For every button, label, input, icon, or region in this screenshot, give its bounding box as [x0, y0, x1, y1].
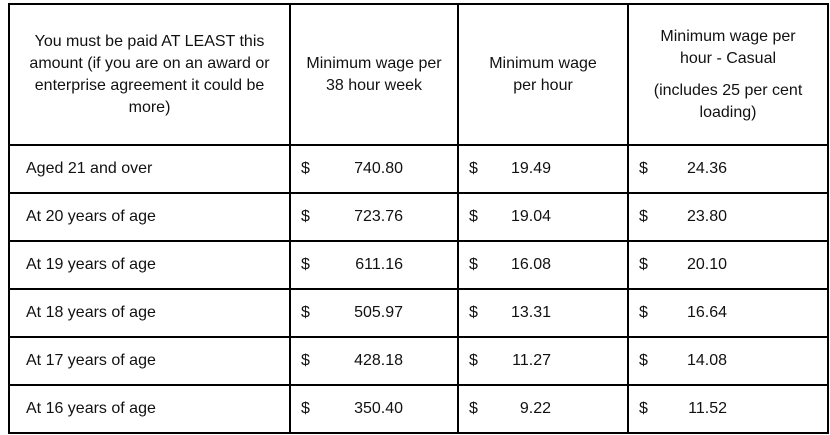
- weekly-wage-value: 428.18: [354, 352, 403, 369]
- weekly-wage-cell: $350.40: [289, 384, 459, 434]
- age-label: At 17 years of age: [8, 336, 291, 386]
- casual-wage-value: 23.80: [686, 208, 727, 225]
- table-row: At 19 years of age $611.16 $16.08 $20.10: [8, 240, 829, 290]
- age-label: Aged 21 and over: [8, 144, 291, 194]
- table-row: At 17 years of age $428.18 $11.27 $14.08: [8, 336, 829, 386]
- header-casual-title: Minimum wage per hour - Casual: [660, 27, 796, 67]
- currency-symbol: $: [469, 160, 478, 177]
- table-row: Aged 21 and over $740.80 $19.49 $24.36: [8, 144, 829, 194]
- hourly-wage-value: 9.22: [519, 400, 551, 417]
- currency-symbol: $: [639, 256, 648, 273]
- age-label: At 20 years of age: [8, 192, 291, 242]
- casual-wage-cell: $11.52: [627, 384, 829, 434]
- table-row: At 16 years of age $350.40 $9.22 $11.52: [8, 384, 829, 434]
- casual-wage-value: 24.36: [686, 160, 727, 177]
- weekly-wage-value: 505.97: [354, 304, 403, 321]
- casual-wage-cell: $24.36: [627, 144, 829, 194]
- casual-wage-cell: $23.80: [627, 192, 829, 242]
- currency-symbol: $: [469, 400, 478, 417]
- hourly-wage-cell: $19.49: [457, 144, 629, 194]
- hourly-wage-value: 13.31: [510, 304, 551, 321]
- currency-symbol: $: [301, 208, 310, 225]
- currency-symbol: $: [301, 400, 310, 417]
- weekly-wage-value: 740.80: [354, 160, 403, 177]
- hourly-wage-value: 16.08: [510, 256, 551, 273]
- hourly-wage-value: 19.04: [510, 208, 551, 225]
- header-hourly-text: Minimum wage per hour: [489, 54, 597, 94]
- currency-symbol: $: [301, 304, 310, 321]
- header-row: You must be paid AT LEAST this amount (i…: [8, 3, 829, 146]
- weekly-wage-cell: $723.76: [289, 192, 459, 242]
- header-eligibility: You must be paid AT LEAST this amount (i…: [8, 3, 291, 146]
- currency-symbol: $: [639, 160, 648, 177]
- hourly-wage-value: 11.27: [512, 352, 551, 369]
- header-weekly-text: Minimum wage per 38 hour week: [306, 54, 442, 94]
- weekly-wage-cell: $740.80: [289, 144, 459, 194]
- currency-symbol: $: [301, 352, 310, 369]
- casual-wage-value: 16.64: [686, 304, 727, 321]
- casual-wage-cell: $16.64: [627, 288, 829, 338]
- age-label: At 18 years of age: [8, 288, 291, 338]
- currency-symbol: $: [469, 304, 478, 321]
- header-eligibility-text: You must be paid AT LEAST this amount (i…: [29, 32, 270, 116]
- currency-symbol: $: [639, 400, 648, 417]
- currency-symbol: $: [301, 160, 310, 177]
- casual-wage-cell: $20.10: [627, 240, 829, 290]
- hourly-wage-cell: $13.31: [457, 288, 629, 338]
- header-hourly: Minimum wage per hour: [457, 3, 629, 146]
- currency-symbol: $: [639, 304, 648, 321]
- weekly-wage-cell: $428.18: [289, 336, 459, 386]
- currency-symbol: $: [469, 208, 478, 225]
- hourly-wage-cell: $16.08: [457, 240, 629, 290]
- header-casual-note: (includes 25 per cent loading): [653, 81, 803, 121]
- age-label: At 19 years of age: [8, 240, 291, 290]
- weekly-wage-value: 611.16: [355, 256, 403, 273]
- currency-symbol: $: [301, 256, 310, 273]
- currency-symbol: $: [469, 352, 478, 369]
- hourly-wage-cell: $19.04: [457, 192, 629, 242]
- hourly-wage-cell: $9.22: [457, 384, 629, 434]
- casual-wage-value: 11.52: [688, 400, 727, 417]
- weekly-wage-cell: $505.97: [289, 288, 459, 338]
- weekly-wage-value: 350.40: [354, 400, 403, 417]
- table-row: At 20 years of age $723.76 $19.04 $23.80: [8, 192, 829, 242]
- casual-wage-value: 14.08: [686, 352, 727, 369]
- weekly-wage-cell: $611.16: [289, 240, 459, 290]
- casual-wage-cell: $14.08: [627, 336, 829, 386]
- currency-symbol: $: [469, 256, 478, 273]
- weekly-wage-value: 723.76: [354, 208, 403, 225]
- hourly-wage-cell: $11.27: [457, 336, 629, 386]
- minimum-wage-table: You must be paid AT LEAST this amount (i…: [8, 3, 829, 434]
- hourly-wage-value: 19.49: [510, 160, 551, 177]
- header-casual: Minimum wage per hour - Casual (includes…: [627, 3, 829, 146]
- currency-symbol: $: [639, 208, 648, 225]
- header-weekly: Minimum wage per 38 hour week: [289, 3, 459, 146]
- currency-symbol: $: [639, 352, 648, 369]
- age-label: At 16 years of age: [8, 384, 291, 434]
- table-row: At 18 years of age $505.97 $13.31 $16.64: [8, 288, 829, 338]
- casual-wage-value: 20.10: [686, 256, 727, 273]
